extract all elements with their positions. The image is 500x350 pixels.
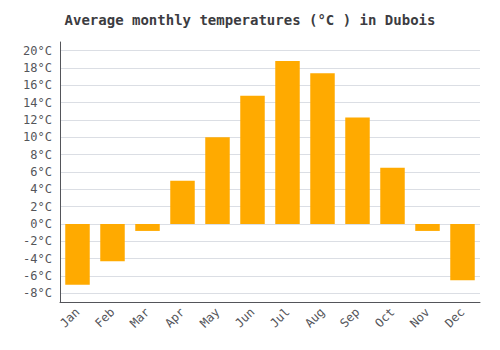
svg-text:Nov: Nov: [407, 305, 432, 330]
svg-text:4°C: 4°C: [30, 182, 52, 196]
svg-text:2°C: 2°C: [30, 200, 52, 214]
svg-text:-6°C: -6°C: [23, 269, 52, 283]
svg-text:Dec: Dec: [442, 305, 467, 330]
svg-text:May: May: [197, 305, 222, 330]
svg-text:Sep: Sep: [337, 305, 362, 330]
svg-text:12°C: 12°C: [23, 113, 52, 127]
svg-text:Average monthly temperatures (: Average monthly temperatures (°C ) in Du…: [65, 12, 436, 28]
svg-text:Jan: Jan: [57, 305, 82, 330]
svg-text:Aug: Aug: [302, 305, 327, 330]
svg-text:Mar: Mar: [127, 305, 152, 330]
svg-text:-4°C: -4°C: [23, 252, 52, 266]
svg-text:10°C: 10°C: [23, 130, 52, 144]
svg-text:6°C: 6°C: [30, 165, 52, 179]
svg-text:Jun: Jun: [232, 305, 257, 330]
svg-text:20°C: 20°C: [23, 44, 52, 58]
svg-text:Oct: Oct: [372, 305, 397, 330]
svg-text:14°C: 14°C: [23, 96, 52, 110]
svg-text:Jul: Jul: [267, 305, 292, 330]
svg-text:-8°C: -8°C: [23, 286, 52, 300]
svg-text:8°C: 8°C: [30, 148, 52, 162]
svg-text:Apr: Apr: [162, 305, 187, 330]
svg-text:16°C: 16°C: [23, 78, 52, 92]
svg-text:Feb: Feb: [92, 305, 117, 330]
svg-text:18°C: 18°C: [23, 61, 52, 75]
svg-text:0°C: 0°C: [30, 217, 52, 231]
svg-text:-2°C: -2°C: [23, 234, 52, 248]
